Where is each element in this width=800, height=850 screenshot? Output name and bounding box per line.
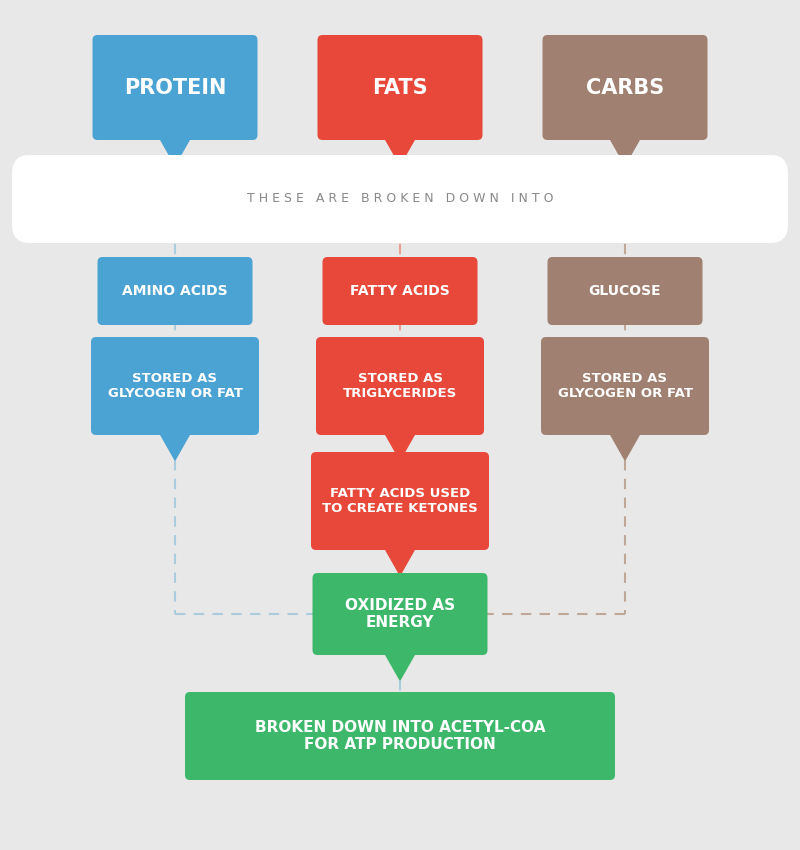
Polygon shape [383, 545, 417, 575]
Polygon shape [383, 430, 417, 460]
FancyBboxPatch shape [316, 337, 484, 435]
FancyBboxPatch shape [313, 573, 487, 655]
FancyBboxPatch shape [318, 35, 482, 140]
Polygon shape [158, 430, 192, 460]
Text: FATS: FATS [372, 77, 428, 98]
Text: GLUCOSE: GLUCOSE [589, 284, 662, 298]
Text: PROTEIN: PROTEIN [124, 77, 226, 98]
Text: STORED AS
GLYCOGEN OR FAT: STORED AS GLYCOGEN OR FAT [558, 372, 693, 400]
FancyBboxPatch shape [322, 257, 478, 325]
FancyBboxPatch shape [542, 35, 707, 140]
FancyBboxPatch shape [547, 257, 702, 325]
Text: AMINO ACIDS: AMINO ACIDS [122, 284, 228, 298]
FancyBboxPatch shape [311, 452, 489, 550]
Polygon shape [158, 135, 192, 165]
FancyBboxPatch shape [93, 35, 258, 140]
FancyBboxPatch shape [541, 337, 709, 435]
Text: STORED AS
TRIGLYCERIDES: STORED AS TRIGLYCERIDES [343, 372, 457, 400]
Text: CARBS: CARBS [586, 77, 664, 98]
Text: OXIDIZED AS
ENERGY: OXIDIZED AS ENERGY [345, 598, 455, 630]
FancyBboxPatch shape [91, 337, 259, 435]
Polygon shape [383, 650, 417, 680]
FancyBboxPatch shape [185, 692, 615, 780]
Polygon shape [608, 430, 642, 460]
Text: STORED AS
GLYCOGEN OR FAT: STORED AS GLYCOGEN OR FAT [107, 372, 242, 400]
Text: FATTY ACIDS: FATTY ACIDS [350, 284, 450, 298]
FancyBboxPatch shape [12, 155, 788, 243]
Text: T H E S E   A R E   B R O K E N   D O W N   I N T O: T H E S E A R E B R O K E N D O W N I N … [246, 192, 554, 206]
Text: FATTY ACIDS USED
TO CREATE KETONES: FATTY ACIDS USED TO CREATE KETONES [322, 487, 478, 515]
Text: BROKEN DOWN INTO ACETYL-COA
FOR ATP PRODUCTION: BROKEN DOWN INTO ACETYL-COA FOR ATP PROD… [254, 720, 546, 752]
Polygon shape [608, 135, 642, 165]
FancyBboxPatch shape [98, 257, 253, 325]
Polygon shape [383, 135, 417, 165]
